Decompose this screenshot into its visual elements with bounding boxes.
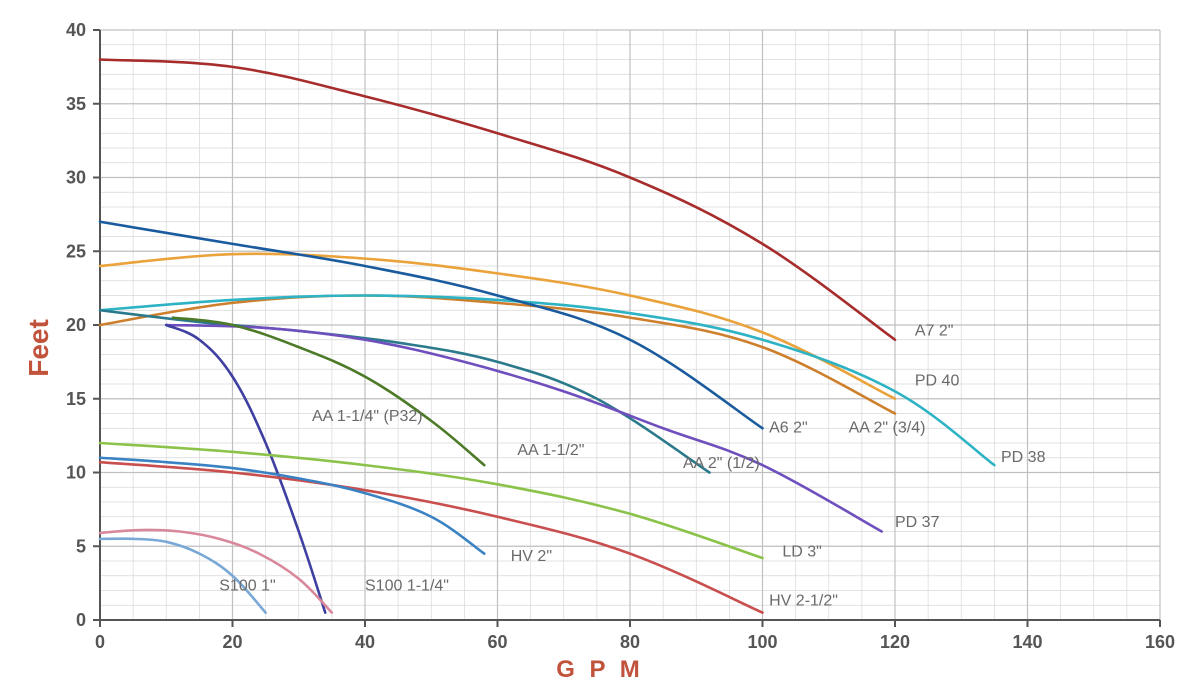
svg-text:20: 20 [66,315,86,335]
svg-text:40: 40 [66,20,86,40]
series-label: PD 40 [915,372,960,389]
svg-text:140: 140 [1012,632,1042,652]
pump-curve-chart: 0 20 40 60 80 100 120 140 160 0 5 10 15 20 25 30 35 40 A7 … [0,0,1200,696]
svg-text:80: 80 [620,632,640,652]
series-label: A7 2" [915,322,954,339]
series-label: AA 1-1/4" (P32) [312,408,423,425]
series-label: A6 2" [769,420,808,437]
series-label: PD 38 [1001,449,1046,466]
svg-text:0: 0 [95,632,105,652]
svg-text:35: 35 [66,94,86,114]
svg-text:0: 0 [76,610,86,630]
svg-text:60: 60 [487,632,507,652]
series-label: LD 3" [782,544,821,561]
svg-text:25: 25 [66,241,86,261]
svg-text:20: 20 [222,632,242,652]
svg-text:120: 120 [880,632,910,652]
series-label: AA 1-1/2" [517,442,584,459]
series-label: AA 2" (3/4) [849,420,926,437]
svg-text:15: 15 [66,389,86,409]
svg-text:10: 10 [66,463,86,483]
svg-text:30: 30 [66,168,86,188]
series-label: PD 37 [895,514,940,531]
series-label: AA 2" (1/2) [683,455,760,472]
svg-text:5: 5 [76,536,86,556]
series-label: S100 1" [219,578,275,595]
svg-text:100: 100 [747,632,777,652]
series-label: HV 2" [511,548,552,565]
svg-text:40: 40 [355,632,375,652]
svg-text:160: 160 [1145,632,1175,652]
series-label: HV 2-1/2" [769,592,838,609]
series-label: S100 1-1/4" [365,578,449,595]
